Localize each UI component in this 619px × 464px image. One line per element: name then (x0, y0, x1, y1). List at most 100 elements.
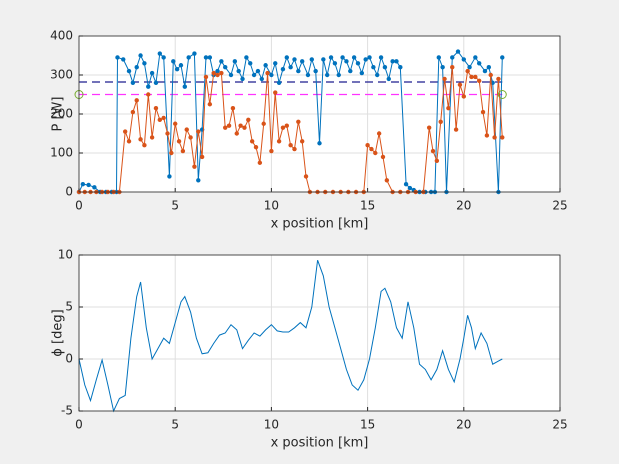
data-point (149, 70, 155, 76)
data-point (196, 129, 201, 134)
data-point (390, 59, 395, 64)
data-point (276, 80, 282, 86)
data-point (192, 164, 197, 169)
data-point (461, 94, 466, 99)
data-point (211, 70, 216, 76)
data-point (382, 65, 388, 70)
data-point (500, 55, 505, 60)
data-point (236, 68, 241, 74)
data-point (165, 131, 170, 136)
data-point (403, 182, 409, 187)
data-point (450, 65, 455, 70)
data-point (351, 55, 357, 60)
data-point (176, 139, 182, 144)
data-point (284, 55, 289, 60)
data-point (480, 109, 486, 115)
data-point (348, 68, 353, 74)
data-point (232, 59, 238, 64)
data-point (438, 119, 443, 125)
data-point (359, 70, 365, 76)
data-point (169, 150, 174, 156)
data-point (240, 76, 245, 82)
axes-box (78, 254, 561, 412)
data-point (138, 53, 143, 58)
data-point (469, 74, 474, 80)
data-point (375, 72, 380, 78)
data-point (273, 90, 278, 95)
data-point (126, 68, 132, 74)
data-point (265, 70, 270, 76)
y-tick-label: 0 (65, 352, 73, 366)
data-point (461, 57, 466, 62)
data-point (242, 125, 247, 130)
y-tick-label: 300 (50, 68, 73, 82)
data-point (149, 135, 155, 140)
data-point (223, 125, 228, 130)
data-point (328, 55, 334, 60)
data-point (146, 84, 151, 89)
plot-area (79, 255, 560, 411)
data-point (324, 72, 330, 78)
data-point (157, 117, 163, 123)
data-point (80, 182, 86, 187)
data-point (186, 55, 191, 60)
data-point (336, 72, 341, 78)
data-point (153, 80, 159, 86)
data-point (86, 182, 91, 188)
data-point (174, 66, 180, 72)
data-point (355, 61, 361, 66)
x-axis-label: x position [km] (271, 217, 369, 232)
marker-circle (497, 90, 507, 99)
data-point (219, 59, 224, 64)
data-point (121, 57, 126, 62)
data-point (228, 72, 234, 78)
data-point (196, 178, 201, 183)
data-point (207, 102, 213, 107)
data-point (280, 66, 286, 72)
data-point (146, 92, 151, 97)
data-point (303, 174, 309, 179)
data-point (500, 135, 505, 140)
data-point (223, 65, 228, 70)
data-point (457, 82, 463, 87)
data-point (219, 70, 224, 76)
axes-box (78, 35, 561, 193)
data-point (398, 65, 403, 70)
data-point (130, 109, 136, 115)
data-point (203, 55, 209, 60)
x-tick-label: 5 (171, 199, 179, 213)
y-tick-label: 400 (50, 29, 73, 43)
data-point (180, 148, 186, 154)
data-point (299, 59, 305, 64)
data-point (305, 72, 311, 78)
data-point (426, 125, 432, 130)
series-line (78, 260, 503, 413)
x-axis-label: x position [km] (271, 436, 369, 451)
data-point (238, 123, 243, 128)
y-tick-label: 0 (65, 185, 73, 199)
x-tick-label: 15 (360, 199, 375, 213)
data-point (476, 78, 482, 84)
data-point (284, 123, 289, 128)
data-point (299, 139, 305, 144)
data-point (296, 119, 301, 125)
data-point (115, 55, 120, 60)
data-point (167, 174, 172, 179)
data-point (203, 74, 209, 80)
data-point (442, 76, 447, 82)
data-point (492, 135, 497, 140)
data-point (248, 61, 253, 66)
data-point (134, 98, 139, 103)
data-point (367, 55, 372, 60)
data-point (178, 63, 184, 68)
data-point (376, 131, 382, 136)
x-tick-label: 10 (264, 418, 279, 432)
data-point (332, 61, 338, 66)
x-tick-label: 15 (360, 418, 375, 432)
data-point (288, 65, 293, 70)
data-point (199, 154, 205, 160)
data-point (122, 129, 128, 134)
data-point (161, 55, 166, 60)
x-tick-label: 10 (264, 199, 279, 213)
